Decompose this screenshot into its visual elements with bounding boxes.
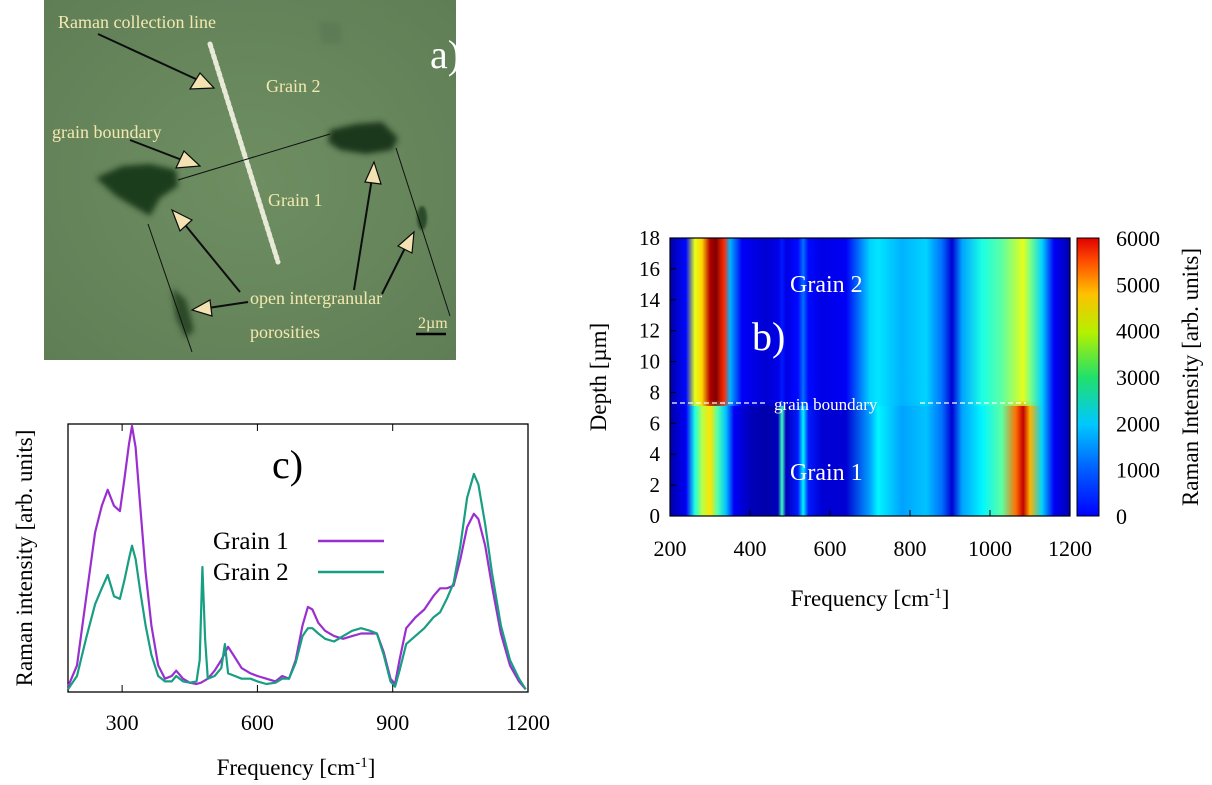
pore-left (96, 164, 178, 216)
pore-right (328, 122, 398, 154)
panel-label-a: a) (430, 32, 461, 77)
label-porosities-line1: open intergranular (250, 288, 382, 308)
panel-b-heatmap: grain boundary Grain 2 Grain 1 b) 200 400… (586, 226, 1203, 611)
label-porosities-line2: porosities (250, 322, 320, 342)
heatmap-y-tick-label: 8 (650, 380, 661, 404)
heatmap-x-tick-label: 1200 (1048, 536, 1092, 561)
boundary-line-center (177, 133, 331, 181)
annotation-arrows (97, 33, 415, 317)
heatmap-frame (669, 237, 1071, 517)
spectra-frame (67, 423, 529, 693)
panel-a-micrograph: Raman collection line Grain 2 grain boun… (44, 0, 461, 360)
spectra-x-axis-label: Frequency [cm-1] (217, 755, 376, 780)
heatmap-y-tick-label: 12 (639, 319, 660, 343)
heatmap-grain-1-label: Grain 1 (790, 460, 863, 486)
arrow-head-pore-bottom (190, 299, 213, 317)
heatmap-grain-2-label: Grain 2 (790, 272, 863, 298)
panel-label-b: b) (752, 314, 785, 359)
heatmap-grain2-area (670, 238, 1070, 406)
legend-label-grain-1: Grain 1 (213, 528, 289, 555)
heatmap-x-tick-label: 800 (894, 536, 927, 561)
spectra-legend: Grain 1 Grain 2 (213, 528, 384, 586)
heatmap-y-tick-label: 0 (650, 504, 661, 528)
arrow-head-collection-line (188, 72, 216, 90)
spectra-x-ticks: 300 600 900 1200 (106, 424, 550, 735)
colorbar (1076, 237, 1100, 517)
series-line-grain-2 (67, 472, 527, 690)
label-grain-2-micrograph: Grain 2 (266, 76, 320, 96)
colorbar-tick-label: 2000 (1116, 411, 1160, 436)
heatmap-y-tick-label: 4 (650, 442, 661, 466)
arrow-head-pore-left (170, 208, 194, 233)
spectra-x-tick-label: 300 (106, 710, 139, 735)
heatmap-y-axis-label: Depth [µm] (586, 323, 611, 431)
spectra-x-tick-label: 900 (376, 710, 409, 735)
heatmap-y-tick-label: 18 (639, 226, 660, 250)
heatmap-y-tick-label: 2 (650, 473, 661, 497)
heatmap-y-tick-label: 14 (639, 288, 661, 312)
colorbar-tick-label: 4000 (1116, 319, 1160, 344)
series-line-grain-1 (66, 424, 527, 691)
colorbar-tick-label: 6000 (1116, 226, 1160, 251)
colorbar-tick-label: 0 (1116, 504, 1127, 529)
label-collection-line: Raman collection line (58, 12, 216, 32)
heatmap-x-tick-label: 200 (654, 536, 687, 561)
colorbar-tick-label: 5000 (1116, 272, 1160, 297)
heatmap-y-tick-label: 16 (639, 257, 660, 281)
spectra-y-axis-label: Raman intensity [arb. units] (12, 430, 37, 687)
colorbar-ticks: 0 1000 2000 3000 4000 5000 6000 (1116, 226, 1160, 529)
arrow-head-pore-small (396, 230, 415, 254)
spectra-x-tick-label: 1200 (506, 710, 550, 735)
heatmap-boundary-label: grain boundary (774, 395, 878, 414)
pore-top-ghost (318, 22, 342, 44)
colorbar-tick-label: 3000 (1116, 365, 1160, 390)
pore-small-right (417, 206, 427, 230)
boundary-line-left (147, 223, 193, 353)
heatmap-x-axis-label: Frequency [cm-1] (791, 586, 950, 611)
heatmap-y-tick-label: 10 (639, 350, 660, 374)
raman-collection-line (207, 41, 281, 265)
panel-c-spectra: c) Grain 1 Grain 2 300 600 900 1200 Frequen… (12, 423, 550, 780)
label-scale-bar: 2µm (418, 315, 448, 332)
heatmap-x-tick-label: 1000 (968, 536, 1012, 561)
arrow-head-grain-boundary (175, 149, 202, 169)
colorbar-label: Raman Intensity [arb. units] (1178, 248, 1203, 506)
heatmap-x-ticks: 200 400 600 800 1000 1200 (654, 510, 1092, 561)
label-grain-boundary: grain boundary (52, 122, 161, 142)
panel-label-c: c) (272, 442, 303, 487)
legend-label-grain-2: Grain 2 (213, 559, 289, 586)
arrow-head-pore-right (364, 160, 382, 185)
spectra-x-tick-label: 600 (241, 710, 274, 735)
colorbar-tick-label: 1000 (1116, 458, 1160, 483)
label-grain-1-micrograph: Grain 1 (268, 190, 322, 210)
heatmap-y-tick-label: 6 (650, 411, 661, 435)
heatmap-x-tick-label: 600 (814, 536, 847, 561)
boundary-line-right (395, 147, 451, 317)
heatmap-y-ticks: 0 2 4 6 8 10 12 14 16 18 (639, 226, 676, 528)
heatmap-x-tick-label: 400 (734, 536, 767, 561)
pore-bottom (172, 288, 194, 338)
